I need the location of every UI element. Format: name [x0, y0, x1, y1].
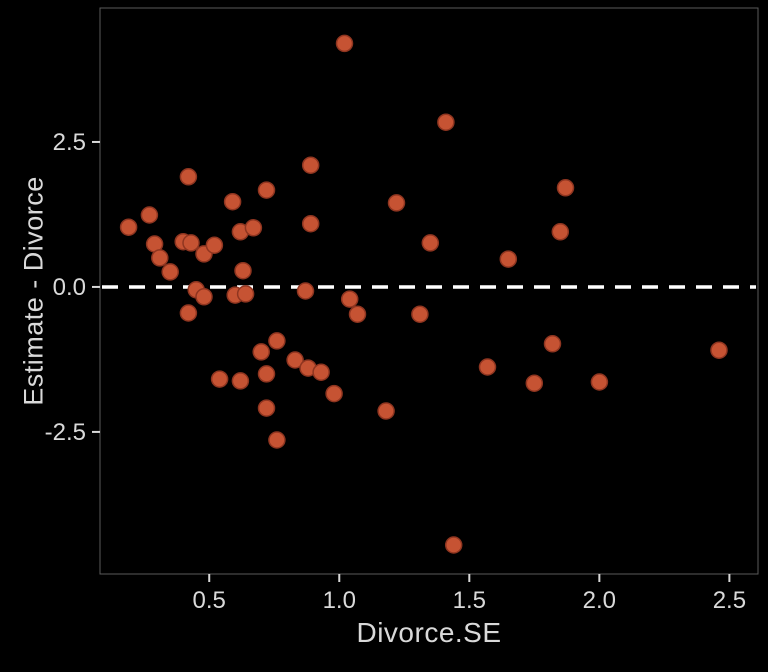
data-point	[179, 304, 198, 322]
data-point	[301, 214, 320, 233]
data-point	[590, 373, 609, 391]
data-point	[140, 206, 159, 224]
data-point	[301, 156, 320, 174]
y-tick-label: 2.5	[53, 129, 86, 156]
data-point	[257, 181, 276, 199]
y-tick-label: -2.5	[45, 419, 86, 446]
x-tick-label: 1.0	[323, 587, 356, 614]
data-point	[543, 335, 562, 353]
data-point	[210, 370, 229, 388]
data-point	[151, 249, 169, 267]
data-point	[179, 168, 198, 186]
plot-panel-frame	[99, 7, 759, 575]
x-tick-label: 2.0	[583, 587, 616, 614]
data-point	[325, 384, 343, 403]
data-point	[411, 305, 429, 323]
data-point	[296, 282, 315, 300]
data-point	[312, 363, 330, 381]
x-tick-label: 0.5	[193, 587, 226, 614]
data-point	[234, 261, 252, 280]
x-tick-label: 2.5	[713, 587, 746, 614]
data-point	[556, 179, 575, 197]
data-point	[231, 372, 250, 390]
data-point	[387, 194, 406, 212]
data-point	[268, 431, 286, 449]
data-point	[195, 288, 213, 306]
y-tick-label: 0.0	[53, 274, 86, 301]
data-point	[182, 234, 200, 252]
data-point	[244, 219, 263, 237]
data-point	[444, 536, 463, 554]
data-point	[710, 341, 728, 359]
data-point	[377, 402, 395, 420]
data-point	[161, 263, 179, 281]
data-point	[335, 34, 354, 53]
data-point	[437, 113, 455, 131]
data-point	[252, 343, 270, 361]
data-point	[525, 374, 544, 392]
data-point	[205, 236, 224, 254]
data-point	[478, 358, 497, 376]
data-point	[257, 399, 276, 417]
data-point	[257, 365, 276, 383]
data-point	[119, 218, 138, 236]
data-point	[499, 250, 518, 268]
x-axis-label: Divorce.SE	[356, 617, 502, 648]
x-tick-label: 1.5	[453, 587, 486, 614]
data-point	[268, 332, 286, 350]
data-point	[348, 305, 367, 323]
data-point	[421, 234, 440, 252]
data-point	[551, 223, 570, 241]
data-point	[236, 285, 255, 303]
data-point	[340, 290, 359, 308]
data-point	[223, 192, 242, 211]
data-point	[286, 351, 304, 369]
y-axis-label: Estimate - Divorce	[18, 176, 49, 406]
